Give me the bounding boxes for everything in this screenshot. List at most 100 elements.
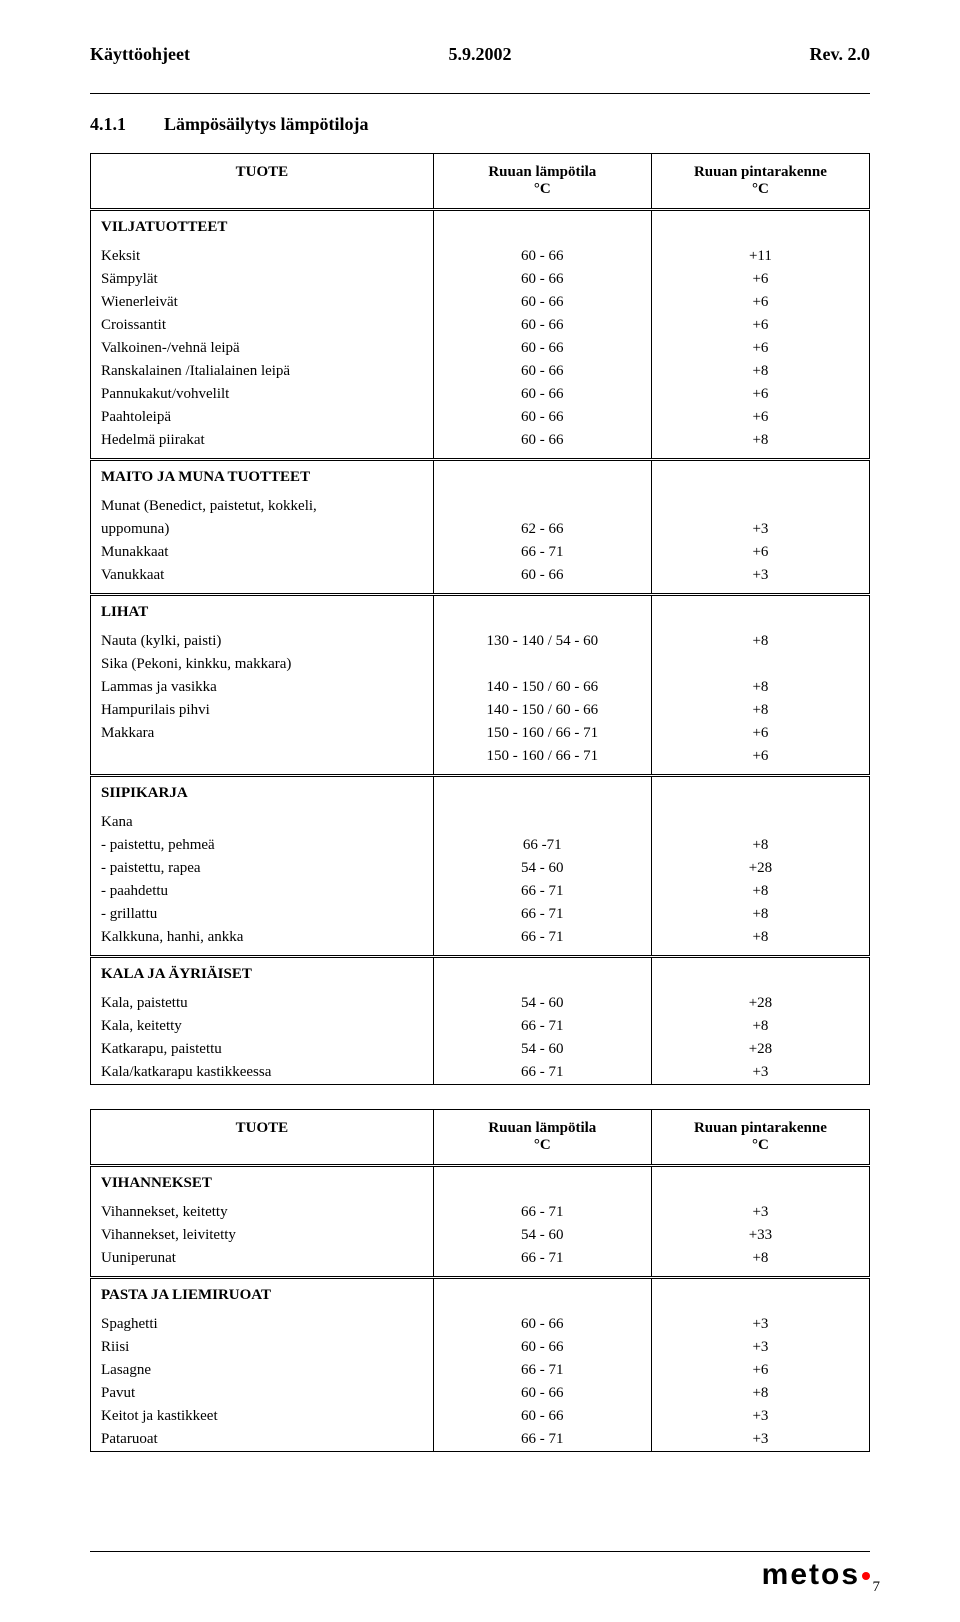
cell: +3 xyxy=(651,1313,869,1336)
spacer xyxy=(433,587,651,595)
spacer xyxy=(651,949,869,957)
table-row: - paistettu, rapea54 - 60+28 xyxy=(91,857,870,880)
cell: +6 xyxy=(651,268,869,291)
cell: 60 - 66 xyxy=(433,314,651,337)
cell: +8 xyxy=(651,1382,869,1405)
cell: +8 xyxy=(651,903,869,926)
spacer xyxy=(91,768,434,776)
cell: Kana xyxy=(91,811,434,834)
cell: 60 - 66 xyxy=(433,291,651,314)
table-row: - paahdettu66 - 71+8 xyxy=(91,880,870,903)
spacer xyxy=(651,768,869,776)
cell: 130 - 140 / 54 - 60 xyxy=(433,630,651,653)
table-row: uppomuna)62 - 66+3 xyxy=(91,518,870,541)
cell: Munakkaat xyxy=(91,541,434,564)
table-row: Nauta (kylki, paisti)130 - 140 / 54 - 60… xyxy=(91,630,870,653)
cell: +3 xyxy=(651,1336,869,1359)
spacer xyxy=(651,587,869,595)
cell: 60 - 66 xyxy=(433,1405,651,1428)
table-row: Kala, keitetty66 - 71+8 xyxy=(91,1015,870,1038)
cell: +8 xyxy=(651,699,869,722)
cell: 66 - 71 xyxy=(433,926,651,949)
col-header-surface: Ruuan pintarakenne °C xyxy=(651,154,869,210)
cell: +6 xyxy=(651,337,869,360)
cell: 140 - 150 / 60 - 66 xyxy=(433,676,651,699)
cell: Valkoinen-/vehnä leipä xyxy=(91,337,434,360)
cell: - paistettu, rapea xyxy=(91,857,434,880)
spacer xyxy=(91,587,434,595)
cell: 60 - 66 xyxy=(433,245,651,268)
cell: - paahdettu xyxy=(91,880,434,903)
cell xyxy=(433,495,651,518)
section-title: Lämpösäilytys lämpötiloja xyxy=(164,114,369,135)
cell: 54 - 60 xyxy=(433,1224,651,1247)
cell xyxy=(91,745,434,768)
cell: Ranskalainen /Italialainen leipä xyxy=(91,360,434,383)
cell: - grillattu xyxy=(91,903,434,926)
cell: Kalkkuna, hanhi, ankka xyxy=(91,926,434,949)
cell xyxy=(651,210,869,240)
footer-divider xyxy=(90,1551,870,1552)
cell: Kala/katkarapu kastikkeessa xyxy=(91,1061,434,1085)
group-label: VILJATUOTTEET xyxy=(91,210,434,240)
cell: 54 - 60 xyxy=(433,992,651,1015)
group-label: VIHANNEKSET xyxy=(91,1166,434,1196)
cell: +8 xyxy=(651,429,869,452)
cell xyxy=(433,460,651,490)
spacer xyxy=(91,949,434,957)
table-row: - grillattu66 - 71+8 xyxy=(91,903,870,926)
cell: Pataruoat xyxy=(91,1428,434,1452)
spacer xyxy=(91,452,434,460)
cell: 66 - 71 xyxy=(433,1015,651,1038)
table-row: Pannukakut/vohvelilt60 - 66+6 xyxy=(91,383,870,406)
table-row: Kala, paistettu54 - 60+28 xyxy=(91,992,870,1015)
cell: Hampurilais pihvi xyxy=(91,699,434,722)
cell: 60 - 66 xyxy=(433,1313,651,1336)
logo: metos xyxy=(90,1558,870,1592)
cell: 150 - 160 / 66 - 71 xyxy=(433,745,651,768)
cell xyxy=(433,210,651,240)
cell: Croissantit xyxy=(91,314,434,337)
cell: +3 xyxy=(651,564,869,587)
cell: +3 xyxy=(651,1201,869,1224)
logo-dot-icon xyxy=(862,1572,870,1580)
cell: 60 - 66 xyxy=(433,1382,651,1405)
cell: +8 xyxy=(651,880,869,903)
cell: +6 xyxy=(651,291,869,314)
cell: Kala, paistettu xyxy=(91,992,434,1015)
table-row: Lasagne66 - 71+6 xyxy=(91,1359,870,1382)
header-left: Käyttöohjeet xyxy=(90,44,190,65)
table-row: Keitot ja kastikkeet60 - 66+3 xyxy=(91,1405,870,1428)
cell xyxy=(651,653,869,676)
cell: +6 xyxy=(651,383,869,406)
col-header-product: TUOTE xyxy=(91,1110,434,1166)
table-row: Spaghetti60 - 66+3 xyxy=(91,1313,870,1336)
table-row: Uuniperunat66 - 71+8 xyxy=(91,1247,870,1270)
cell xyxy=(433,811,651,834)
cell: Kala, keitetty xyxy=(91,1015,434,1038)
cell: Lammas ja vasikka xyxy=(91,676,434,699)
cell xyxy=(651,1278,869,1308)
cell: +11 xyxy=(651,245,869,268)
cell: Makkara xyxy=(91,722,434,745)
spacer xyxy=(651,1270,869,1278)
cell: - paistettu, pehmeä xyxy=(91,834,434,857)
table-row: Vanukkaat60 - 66+3 xyxy=(91,564,870,587)
table-row: Paahtoleipä60 - 66+6 xyxy=(91,406,870,429)
table-row: Munat (Benedict, paistetut, kokkeli, xyxy=(91,495,870,518)
cell: +6 xyxy=(651,314,869,337)
table-row: Kalkkuna, hanhi, ankka66 - 71+8 xyxy=(91,926,870,949)
header-rev: Rev. 2.0 xyxy=(810,44,871,65)
cell xyxy=(651,495,869,518)
spacer xyxy=(433,949,651,957)
table-2: TUOTE Ruuan lämpötila °C Ruuan pintarake… xyxy=(90,1109,870,1452)
cell: uppomuna) xyxy=(91,518,434,541)
page: Käyttöohjeet 5.9.2002 Rev. 2.0 4.1.1 Läm… xyxy=(0,0,960,1622)
table-row: Wienerleivät60 - 66+6 xyxy=(91,291,870,314)
table-row: - paistettu, pehmeä66 -71+8 xyxy=(91,834,870,857)
cell: +3 xyxy=(651,1061,869,1085)
header-date: 5.9.2002 xyxy=(449,44,512,65)
cell: 66 - 71 xyxy=(433,1247,651,1270)
cell: +8 xyxy=(651,360,869,383)
table-1-body: VILJATUOTTEET Keksit60 - 66+11Sämpylät60… xyxy=(91,210,870,1085)
